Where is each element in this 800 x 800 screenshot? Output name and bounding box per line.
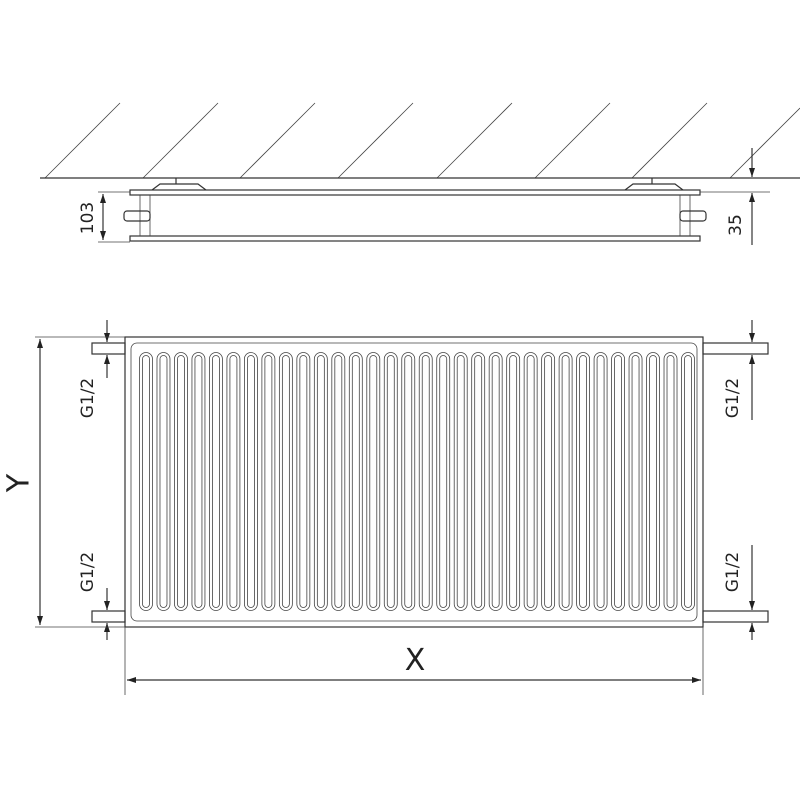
hatch-line	[337, 102, 414, 179]
panel-outline	[124, 336, 704, 628]
fin	[506, 352, 521, 611]
pipe-top-right	[702, 342, 769, 355]
bracket-left	[151, 178, 207, 191]
wall-offset-dimension-label: 35	[726, 214, 746, 236]
hatch-line	[436, 102, 513, 179]
fin	[261, 352, 276, 611]
fin	[471, 352, 486, 611]
fin	[366, 352, 381, 611]
fin	[226, 352, 241, 611]
connection-label-bottom-right: G1/2	[723, 552, 743, 593]
fin	[331, 352, 346, 611]
fin	[156, 352, 171, 611]
fin	[383, 352, 398, 611]
panel-inner	[130, 342, 698, 622]
fin	[313, 352, 328, 611]
fin	[628, 352, 643, 611]
hatch-line	[44, 102, 121, 179]
fin	[296, 352, 311, 611]
fin	[401, 352, 416, 611]
fin	[593, 352, 608, 611]
fin	[278, 352, 293, 611]
right-pipe-stub	[679, 210, 707, 222]
connection-label-top-right: G1/2	[723, 378, 743, 419]
wall-hatching	[44, 102, 800, 179]
fin	[541, 352, 556, 611]
fin	[209, 352, 223, 611]
fin	[611, 352, 625, 611]
left-pipe-stub	[123, 210, 151, 222]
hatch-line	[729, 107, 800, 179]
fin	[681, 352, 695, 611]
back-plate	[129, 235, 701, 242]
fin	[558, 352, 573, 611]
pipe-top-left	[91, 342, 126, 355]
fin	[646, 352, 660, 611]
fin	[523, 352, 538, 611]
bracket-right	[624, 178, 684, 191]
hatch-line	[534, 102, 611, 179]
fin	[436, 352, 451, 611]
fin	[191, 352, 206, 611]
hatch-line	[142, 102, 219, 179]
width-dimension-label: X	[405, 643, 426, 678]
front-view: G1/2 G1/2 G1/2 G1/2 Y X	[2, 320, 769, 695]
hatch-line	[631, 102, 708, 179]
side-view: 103 35	[78, 148, 770, 245]
connection-label-top-left: G1/2	[78, 378, 98, 419]
fin	[418, 352, 433, 611]
pipe-bottom-left	[91, 610, 126, 623]
fin	[174, 352, 188, 611]
depth-dimension-label: 103	[78, 202, 98, 234]
pipe-bottom-right	[702, 610, 769, 623]
fin	[453, 352, 468, 611]
fin	[488, 352, 503, 611]
fin	[244, 352, 258, 611]
fin	[576, 352, 590, 611]
height-dimension-label: Y	[2, 473, 37, 493]
front-plate	[129, 189, 701, 196]
hatch-line	[239, 102, 316, 179]
connection-label-bottom-left: G1/2	[78, 552, 98, 593]
fin	[663, 352, 678, 611]
fin	[348, 352, 363, 611]
fin	[139, 352, 153, 611]
convector-fins	[139, 352, 695, 611]
